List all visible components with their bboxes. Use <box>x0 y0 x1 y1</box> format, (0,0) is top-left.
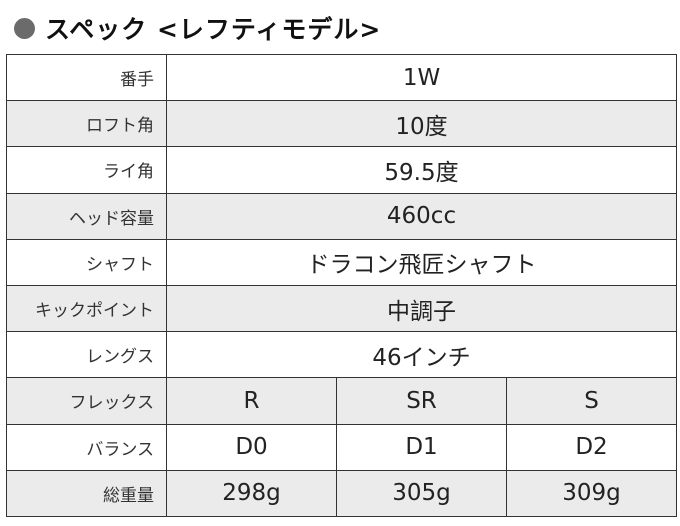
spec-row-head-volume: ヘッド容量 460cc <box>6 192 678 240</box>
spec-row-flex: フレックス R SR S <box>6 377 678 425</box>
section-title: スペック <レフティモデル> <box>14 10 381 46</box>
row-value: 10度 <box>165 100 678 148</box>
cell-value: 298g <box>166 469 337 518</box>
cell-value: R <box>166 377 337 425</box>
spec-row-loft: ロフト角 10度 <box>6 100 678 148</box>
spec-row-count: 番手 1W <box>6 53 678 102</box>
row-label: 総重量 <box>6 469 167 518</box>
title-text: スペック <レフティモデル> <box>45 15 382 44</box>
bullet-icon <box>14 17 35 39</box>
spec-table: 番手 1W ロフト角 10度 ライ角 59.5度 ヘッド容量 460cc シャフ… <box>6 53 678 518</box>
spec-row-shaft: シャフト ドラコン飛匠シャフト <box>6 238 678 286</box>
row-label: キックポイント <box>6 284 167 333</box>
row-label: レングス <box>6 331 167 379</box>
row-value: ドラコン飛匠シャフト <box>165 238 678 286</box>
row-label: 番手 <box>6 53 167 102</box>
spec-row-balance: バランス D0 D1 D2 <box>6 423 678 471</box>
row-label: フレックス <box>6 377 167 425</box>
row-value: 460cc <box>165 192 678 240</box>
row-value: 中調子 <box>165 284 678 333</box>
spec-row-total-weight: 総重量 298g 305g 309g <box>6 469 678 518</box>
cell-value: S <box>505 377 678 425</box>
spec-row-kickpoint: キックポイント 中調子 <box>6 284 678 333</box>
cell-value: D2 <box>505 423 678 471</box>
row-label: ライ角 <box>6 146 167 194</box>
cell-value: 305g <box>336 469 507 518</box>
row-label: ロフト角 <box>6 100 167 148</box>
row-value: 46インチ <box>165 331 678 379</box>
row-value: 59.5度 <box>165 146 678 194</box>
cell-value: 309g <box>505 469 678 518</box>
cell-value: D0 <box>166 423 337 471</box>
row-label: バランス <box>6 423 167 471</box>
cell-value: SR <box>336 377 507 425</box>
spec-row-length: レングス 46インチ <box>6 331 678 379</box>
spec-row-lie: ライ角 59.5度 <box>6 146 678 194</box>
row-label: ヘッド容量 <box>6 192 167 240</box>
cell-value: D1 <box>336 423 507 471</box>
row-value: 1W <box>165 53 678 102</box>
row-label: シャフト <box>6 238 167 286</box>
